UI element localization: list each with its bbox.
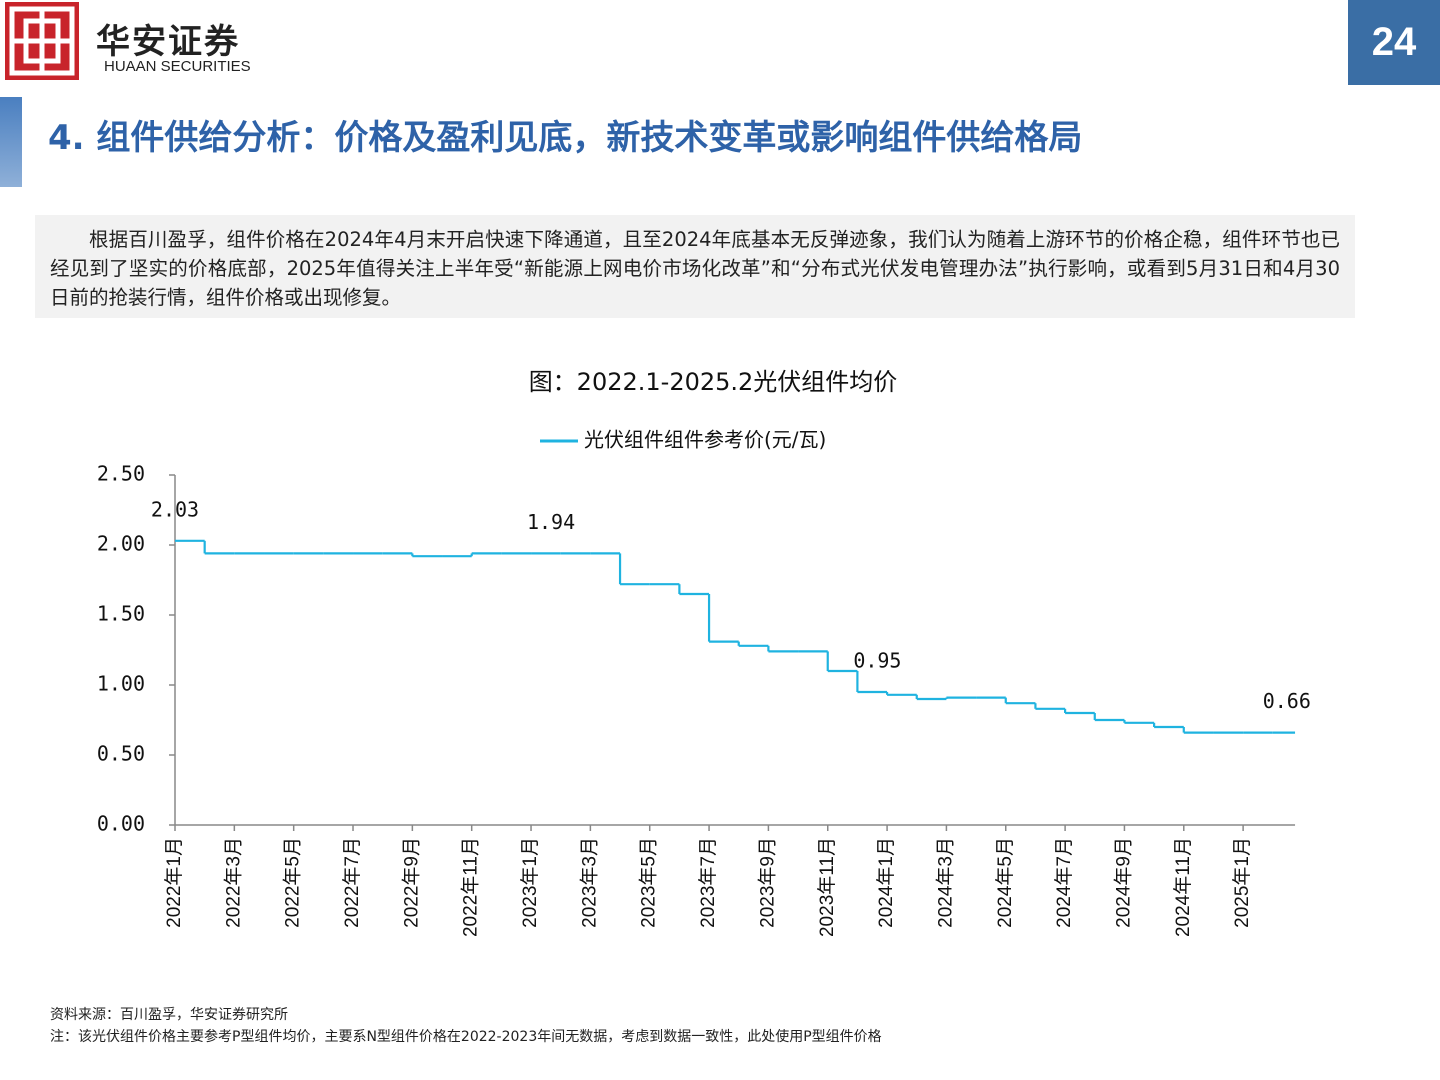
x-tick-label: 2023年5月 xyxy=(638,837,660,928)
x-tick-label: 2023年7月 xyxy=(697,837,719,928)
x-tick-label: 2023年11月 xyxy=(816,837,838,937)
x-tick-label: 2023年3月 xyxy=(578,837,600,928)
x-tick-label: 2022年3月 xyxy=(222,837,244,928)
data-label: 2.03 xyxy=(151,497,199,521)
brand: 华安证券 xyxy=(96,22,240,62)
source: 资料来源：百川盈孚，华安证券研究所 xyxy=(50,1007,288,1023)
x-tick-label: 2024年9月 xyxy=(1112,837,1134,928)
note: 注：该光伏组件价格主要参考P型组件均价，主要系N型组件价格在2022-2023年… xyxy=(50,1029,882,1045)
chart-title: 图：2022.1-2025.2光伏组件均价 xyxy=(529,368,898,396)
x-tick-label: 2023年1月 xyxy=(519,837,541,928)
y-tick-label: 1.00 xyxy=(97,672,145,696)
legend-label: 光伏组件组件参考价(元/瓦) xyxy=(584,428,826,452)
data-label: 0.95 xyxy=(853,649,901,673)
y-tick-label: 0.50 xyxy=(97,742,145,766)
brand-en: HUAAN SECURITIES xyxy=(104,58,251,75)
x-tick-label: 2022年9月 xyxy=(400,837,422,928)
x-tick-label: 2024年3月 xyxy=(934,837,956,928)
x-tick-label: 2024年7月 xyxy=(1053,837,1075,928)
data-label: 0.66 xyxy=(1263,689,1311,713)
y-tick-label: 1.50 xyxy=(97,602,145,626)
title-bar xyxy=(0,97,22,187)
x-tick-label: 2025年1月 xyxy=(1231,837,1253,928)
x-tick-label: 2022年11月 xyxy=(460,837,482,937)
x-tick-label: 2022年7月 xyxy=(341,837,363,928)
y-tick-label: 2.00 xyxy=(97,532,145,556)
y-tick-label: 0.00 xyxy=(97,812,145,836)
x-tick-label: 2024年5月 xyxy=(994,837,1016,928)
x-tick-label: 2023年9月 xyxy=(756,837,778,928)
x-tick-label: 2022年1月 xyxy=(163,837,185,928)
slide-title: 4. 组件供给分析：价格及盈利见底，新技术变革或影响组件供给格局 xyxy=(48,118,1083,158)
x-tick-label: 2024年11月 xyxy=(1172,837,1194,937)
data-label: 1.94 xyxy=(527,510,575,534)
x-tick-label: 2024年1月 xyxy=(875,837,897,928)
chart: 图：2022.1-2025.2光伏组件均价 0.00 0.50 1.00 1.50 2.… xyxy=(97,368,1311,937)
page-number: 24 xyxy=(1348,0,1440,85)
logo xyxy=(5,2,79,80)
x-tick-label: 2022年5月 xyxy=(282,837,304,928)
summary: 根据百川盈孚，组件价格在2024年4月末开启快速下降通道，且至2024年底基本无… xyxy=(35,215,1355,318)
y-tick-label: 2.50 xyxy=(97,462,145,486)
